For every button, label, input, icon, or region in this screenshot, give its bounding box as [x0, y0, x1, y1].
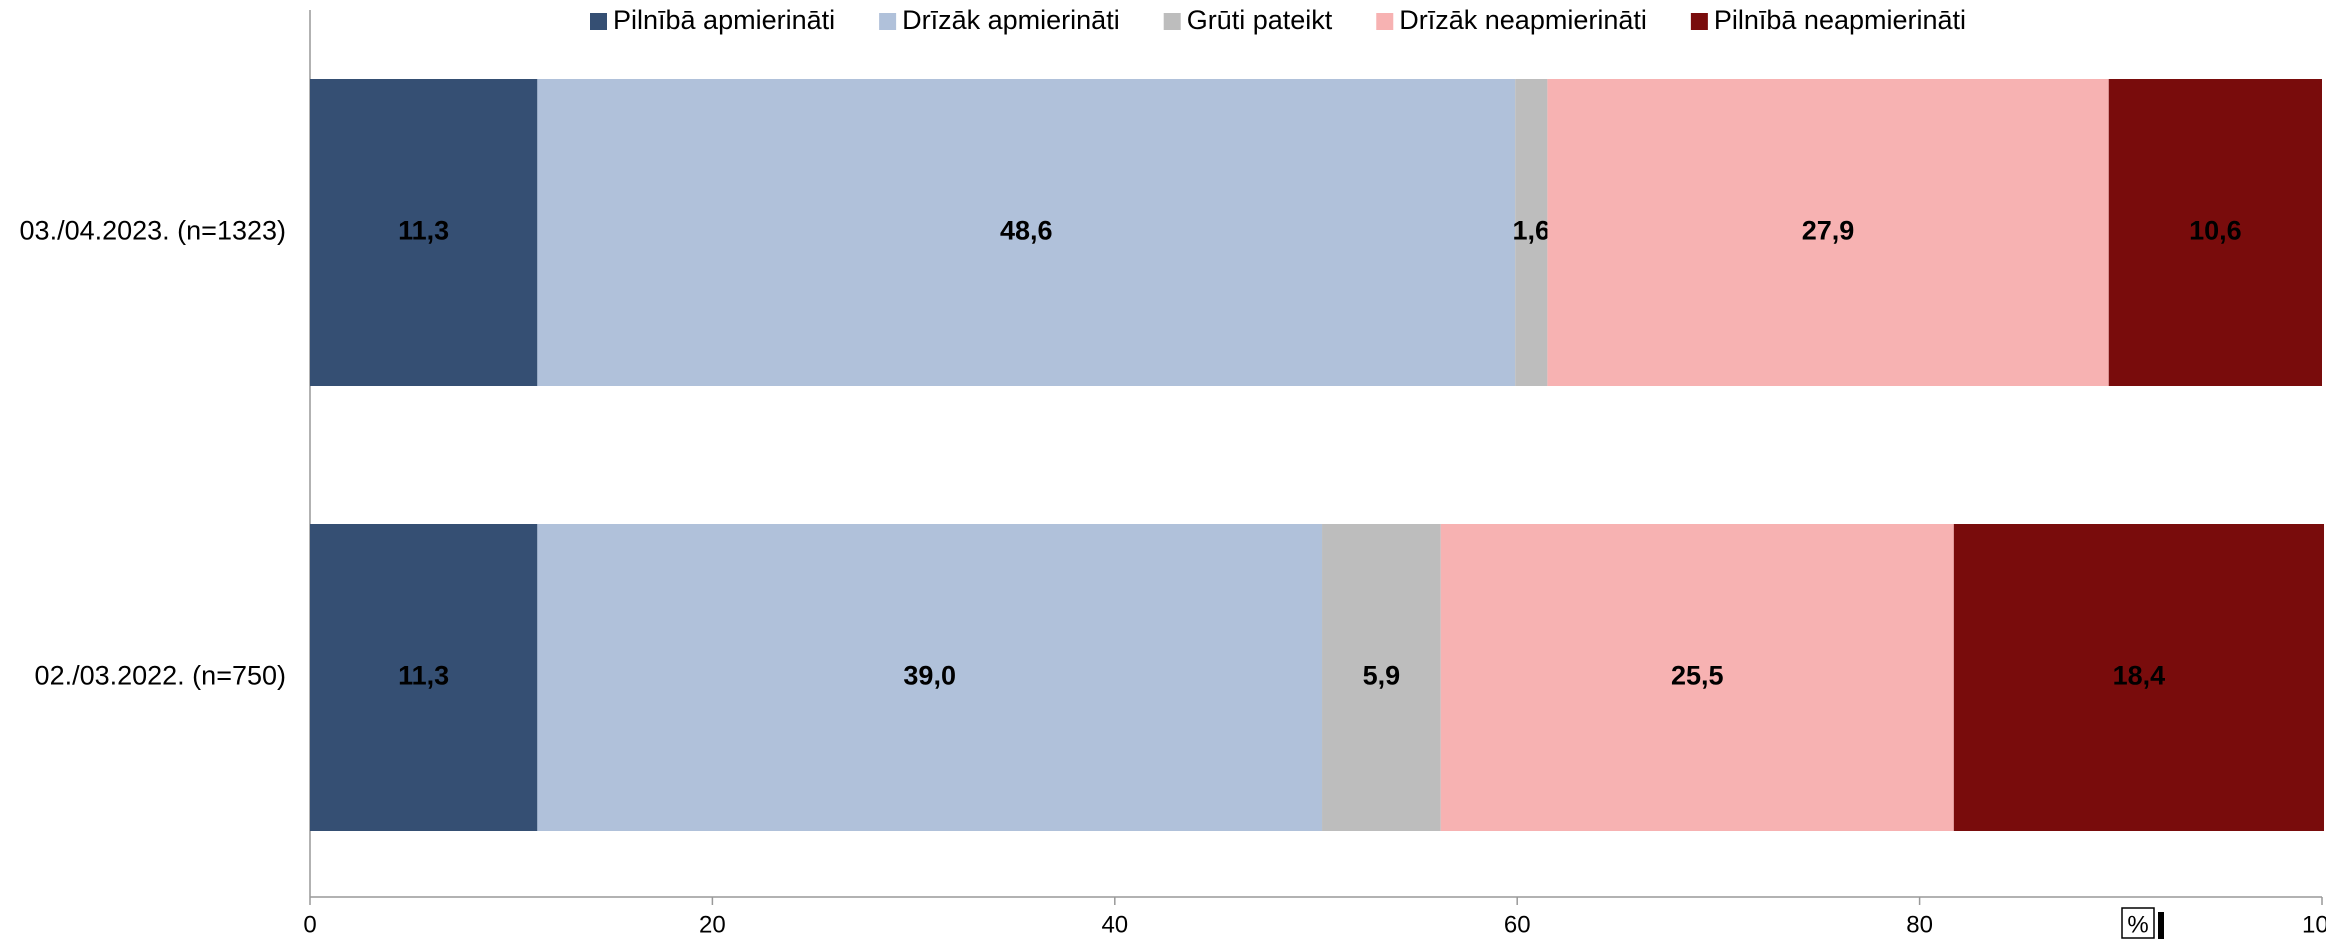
legend-marker: [1163, 13, 1181, 30]
legend-marker: [1376, 13, 1394, 30]
value-label: 10,6: [2189, 216, 2242, 246]
bar-segment: [1547, 79, 2109, 386]
value-label: 48,6: [1000, 216, 1053, 246]
value-label: 39,0: [903, 661, 956, 691]
value-label: 27,9: [1802, 216, 1855, 246]
bar-segment: [1953, 524, 2325, 831]
legend-label: Grūti pateikt: [1187, 5, 1333, 35]
x-tick-label: 40: [1101, 911, 1128, 938]
annotation: %: [2127, 911, 2148, 938]
legend-label: Drīzāk apmierināti: [902, 5, 1120, 35]
bar-segment: [2108, 79, 2322, 386]
legend-marker: [879, 13, 897, 30]
bar-segment: [1440, 524, 1954, 831]
legend-label: Pilnībā neapmierināti: [1714, 5, 1966, 35]
x-tick-label: 80: [1906, 911, 1933, 938]
value-label: 18,4: [2113, 661, 2166, 691]
annotation-box: [2121, 907, 2155, 939]
annotation-mark: [2158, 912, 2164, 939]
bar-segment: [310, 79, 538, 386]
bar-segment: [537, 524, 1323, 831]
bar-segment: [537, 79, 1516, 386]
value-label: 25,5: [1671, 661, 1724, 691]
bar-segment: [310, 524, 538, 831]
x-tick-label: 60: [1504, 911, 1531, 938]
value-label: 11,3: [398, 216, 449, 246]
y-tick-label: 02./03.2022. (n=750): [35, 661, 286, 691]
bar-segment: [1322, 524, 1441, 831]
x-tick-label: 20: [699, 911, 726, 938]
y-tick-label: 03./04.2023. (n=1323): [20, 216, 286, 246]
value-label: 5,9: [1363, 661, 1401, 691]
legend-marker: [590, 13, 607, 30]
legend-label: Pilnībā apmierināti: [613, 5, 835, 35]
legend-label: Drīzāk neapmierināti: [1399, 5, 1647, 35]
value-label: 1,6: [1513, 216, 1551, 246]
bar-segment: [1515, 79, 1548, 386]
x-tick-label: 100: [2302, 911, 2326, 938]
value-label: 11,3: [398, 661, 449, 691]
x-tick-label: 0: [303, 911, 316, 938]
legend-marker: [1690, 13, 1708, 30]
